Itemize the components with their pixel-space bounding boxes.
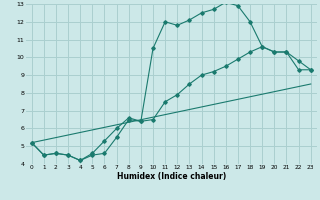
X-axis label: Humidex (Indice chaleur): Humidex (Indice chaleur)	[116, 172, 226, 181]
